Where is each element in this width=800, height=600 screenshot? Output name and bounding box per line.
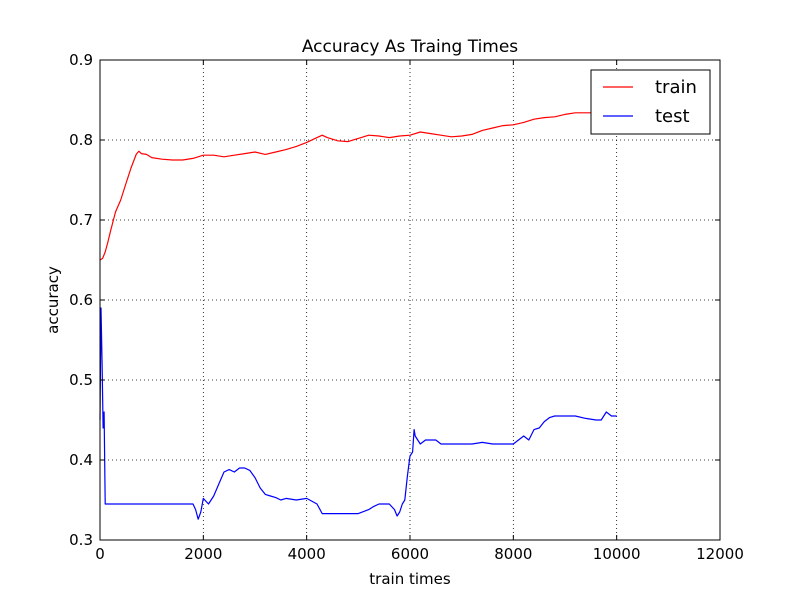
y-tick-label: 0.6	[69, 291, 93, 309]
series-line-test	[99, 307, 617, 520]
x-tick-label: 10000	[593, 545, 641, 563]
legend-label-test: test	[655, 106, 690, 127]
legend: train test	[590, 69, 711, 135]
series-line-train	[99, 111, 617, 261]
legend-box	[590, 69, 711, 135]
x-axis-label: train times	[369, 570, 451, 588]
y-axis-label: accuracy	[44, 266, 62, 334]
y-tick-label: 0.8	[69, 131, 93, 149]
chart-title: Accuracy As Traing Times	[302, 37, 518, 57]
y-tick-label: 0.7	[69, 211, 93, 229]
ticks: 0 2000 4000 6000 8000 10000 12000 0.3 0.4 0.5 0.6 0…	[69, 51, 744, 563]
y-tick-label: 0.3	[69, 531, 93, 549]
x-tick-label: 12000	[696, 545, 744, 563]
x-tick-label: 0	[95, 545, 105, 563]
y-tick-label: 0.9	[69, 51, 93, 69]
y-tick-label: 0.5	[69, 371, 93, 389]
x-tick-label: 2000	[184, 545, 222, 563]
series-layer	[99, 111, 617, 520]
legend-label-train: train	[655, 77, 697, 98]
x-tick-label: 8000	[494, 545, 532, 563]
x-tick-label: 6000	[391, 545, 429, 563]
y-tick-label: 0.4	[69, 451, 93, 469]
x-tick-label: 4000	[288, 545, 326, 563]
